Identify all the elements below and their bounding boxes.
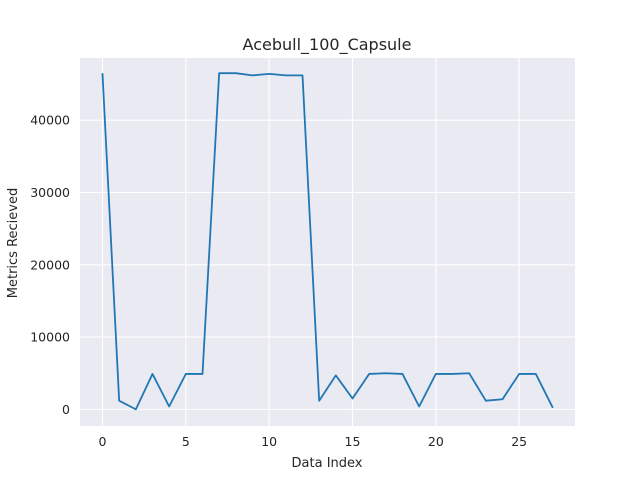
tick-labels: 0 5 10 15 20 25 0 10000 20000 30000 40000 xyxy=(30,113,527,449)
chart-title: Acebull_100_Capsule xyxy=(243,35,412,55)
y-tick-label: 0 xyxy=(62,402,70,417)
plot-area xyxy=(80,58,575,426)
x-tick-label: 15 xyxy=(345,434,361,449)
y-tick-label: 40000 xyxy=(30,113,70,128)
grid-lines xyxy=(80,58,575,426)
x-axis-label: Data Index xyxy=(292,456,363,471)
y-tick-label: 30000 xyxy=(30,185,70,200)
series-line xyxy=(101,72,554,411)
x-tick-label: 10 xyxy=(261,434,277,449)
series-layer xyxy=(101,72,554,411)
x-tick-label: 20 xyxy=(428,434,444,449)
y-axis-label: Metrics Recieved xyxy=(6,188,21,298)
y-tick-label: 10000 xyxy=(30,330,70,345)
x-tick-label: 0 xyxy=(99,434,107,449)
x-tick-label: 25 xyxy=(511,434,527,449)
x-tick-label: 5 xyxy=(182,434,190,449)
y-tick-label: 20000 xyxy=(30,257,70,272)
